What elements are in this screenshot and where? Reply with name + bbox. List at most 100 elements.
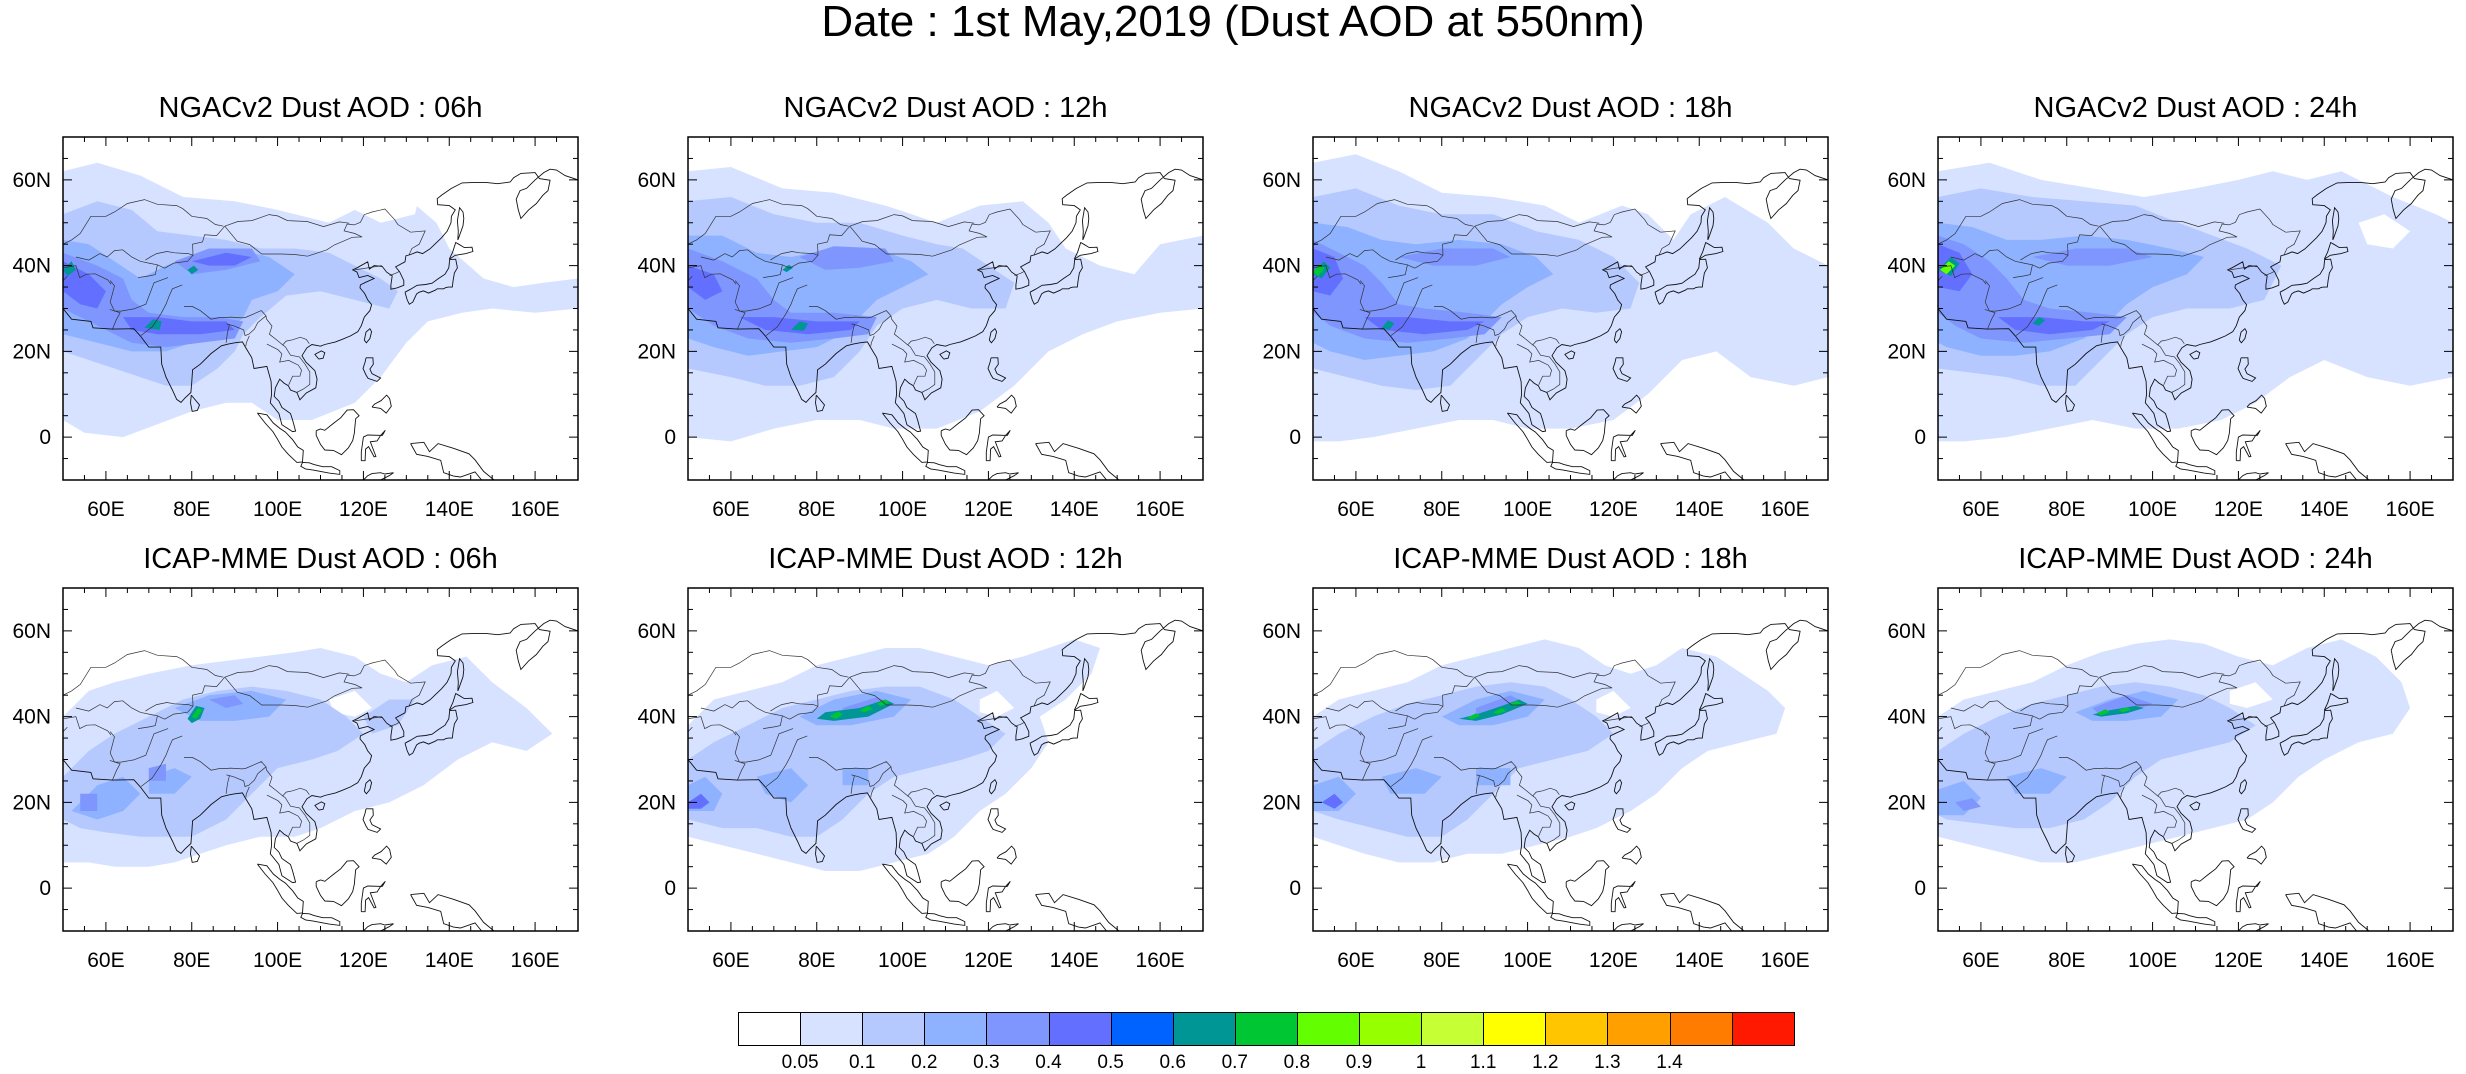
x-tick-label: 100E — [2128, 498, 2177, 521]
y-tick-label: 20N — [637, 791, 676, 814]
colorbar-swatch — [862, 1012, 926, 1046]
colorbar-swatch — [1670, 1012, 1734, 1046]
y-tick-label: 20N — [1262, 791, 1301, 814]
panel-title: NGACv2 Dust AOD : 24h — [1916, 92, 2466, 124]
colorbar-swatch — [1049, 1012, 1113, 1046]
coastline — [1682, 931, 1688, 941]
y-tick-label: 0 — [1914, 426, 1926, 449]
x-tick-label: 100E — [1503, 949, 1552, 972]
panel-title: ICAP-MME Dust AOD : 06h — [41, 543, 601, 575]
panel-title: NGACv2 Dust AOD : 06h — [41, 92, 601, 124]
y-tick-label: 60N — [12, 169, 51, 192]
y-tick-label: 60N — [637, 169, 676, 192]
colorbar-swatch — [1297, 1012, 1361, 1046]
colorbar-swatch — [924, 1012, 988, 1046]
x-tick-label: 100E — [253, 498, 302, 521]
x-tick-label: 140E — [1675, 498, 1724, 521]
colorbar-swatch — [986, 1012, 1050, 1046]
x-tick-label: 120E — [1589, 498, 1638, 521]
x-tick-label: 140E — [425, 498, 474, 521]
colorbar-swatch — [1732, 1012, 1796, 1046]
x-tick-label: 100E — [878, 949, 927, 972]
y-tick-label: 0 — [39, 877, 51, 900]
coastline — [2281, 480, 2285, 486]
y-tick-label: 60N — [1262, 620, 1301, 643]
coastline — [2281, 931, 2285, 937]
coastline — [432, 931, 438, 941]
x-tick-label: 160E — [511, 949, 560, 972]
y-tick-label: 20N — [1262, 340, 1301, 363]
x-tick-label: 80E — [1423, 949, 1460, 972]
coastline — [1057, 480, 1063, 490]
x-tick-label: 120E — [2214, 498, 2263, 521]
panel-title: ICAP-MME Dust AOD : 24h — [1916, 543, 2466, 575]
y-tick-label: 60N — [12, 620, 51, 643]
colorbar-swatch — [1173, 1012, 1237, 1046]
x-tick-label: 60E — [712, 498, 749, 521]
x-tick-label: 140E — [425, 949, 474, 972]
y-tick-label: 20N — [637, 340, 676, 363]
colorbar-swatch — [1421, 1012, 1485, 1046]
y-tick-label: 20N — [12, 340, 51, 363]
y-tick-label: 60N — [1262, 169, 1301, 192]
x-tick-label: 80E — [798, 949, 835, 972]
colorbar-swatch — [1483, 1012, 1547, 1046]
coastline — [1656, 480, 1660, 486]
x-tick-label: 140E — [1050, 949, 1099, 972]
coastline — [406, 931, 410, 937]
x-tick-label: 160E — [1761, 949, 1810, 972]
x-tick-label: 120E — [339, 949, 388, 972]
x-tick-label: 120E — [2214, 949, 2263, 972]
y-tick-label: 60N — [1887, 620, 1926, 643]
y-tick-label: 0 — [664, 877, 676, 900]
panel-title: ICAP-MME Dust AOD : 18h — [1291, 543, 1851, 575]
y-tick-label: 20N — [1887, 791, 1926, 814]
coastline — [1656, 931, 1660, 937]
x-tick-label: 60E — [1337, 949, 1374, 972]
x-tick-label: 80E — [173, 498, 210, 521]
y-tick-label: 40N — [1262, 255, 1301, 278]
x-tick-label: 100E — [878, 498, 927, 521]
coastline — [1031, 480, 1035, 486]
coastline — [2307, 931, 2313, 941]
y-tick-label: 40N — [1887, 706, 1926, 729]
x-tick-label: 160E — [2386, 498, 2435, 521]
x-tick-label: 80E — [1423, 498, 1460, 521]
x-tick-label: 60E — [1962, 949, 1999, 972]
x-tick-label: 160E — [1136, 498, 1185, 521]
panel-title: NGACv2 Dust AOD : 12h — [666, 92, 1226, 124]
y-tick-label: 40N — [12, 255, 51, 278]
coastline — [1031, 931, 1035, 937]
y-tick-label: 0 — [39, 426, 51, 449]
y-tick-label: 40N — [1262, 706, 1301, 729]
panel-title: ICAP-MME Dust AOD : 12h — [666, 543, 1226, 575]
x-tick-label: 60E — [1337, 498, 1374, 521]
y-tick-label: 20N — [1887, 340, 1926, 363]
x-tick-label: 120E — [339, 498, 388, 521]
x-tick-label: 140E — [2300, 498, 2349, 521]
x-tick-label: 140E — [2300, 949, 2349, 972]
x-tick-label: 80E — [2048, 498, 2085, 521]
colorbar-swatch — [1235, 1012, 1299, 1046]
x-tick-label: 120E — [964, 949, 1013, 972]
x-tick-label: 140E — [1675, 949, 1724, 972]
x-tick-label: 80E — [2048, 949, 2085, 972]
y-tick-label: 60N — [637, 620, 676, 643]
y-tick-label: 40N — [1887, 255, 1926, 278]
x-tick-label: 160E — [2386, 949, 2435, 972]
y-tick-label: 40N — [637, 706, 676, 729]
x-tick-label: 100E — [1503, 498, 1552, 521]
aod-contour — [1476, 768, 1510, 785]
x-tick-label: 60E — [1962, 498, 1999, 521]
x-tick-label: 100E — [2128, 949, 2177, 972]
coastline — [406, 480, 410, 486]
coastline — [1682, 480, 1688, 490]
x-tick-label: 140E — [1050, 498, 1099, 521]
x-tick-label: 60E — [712, 949, 749, 972]
x-tick-label: 120E — [1589, 949, 1638, 972]
